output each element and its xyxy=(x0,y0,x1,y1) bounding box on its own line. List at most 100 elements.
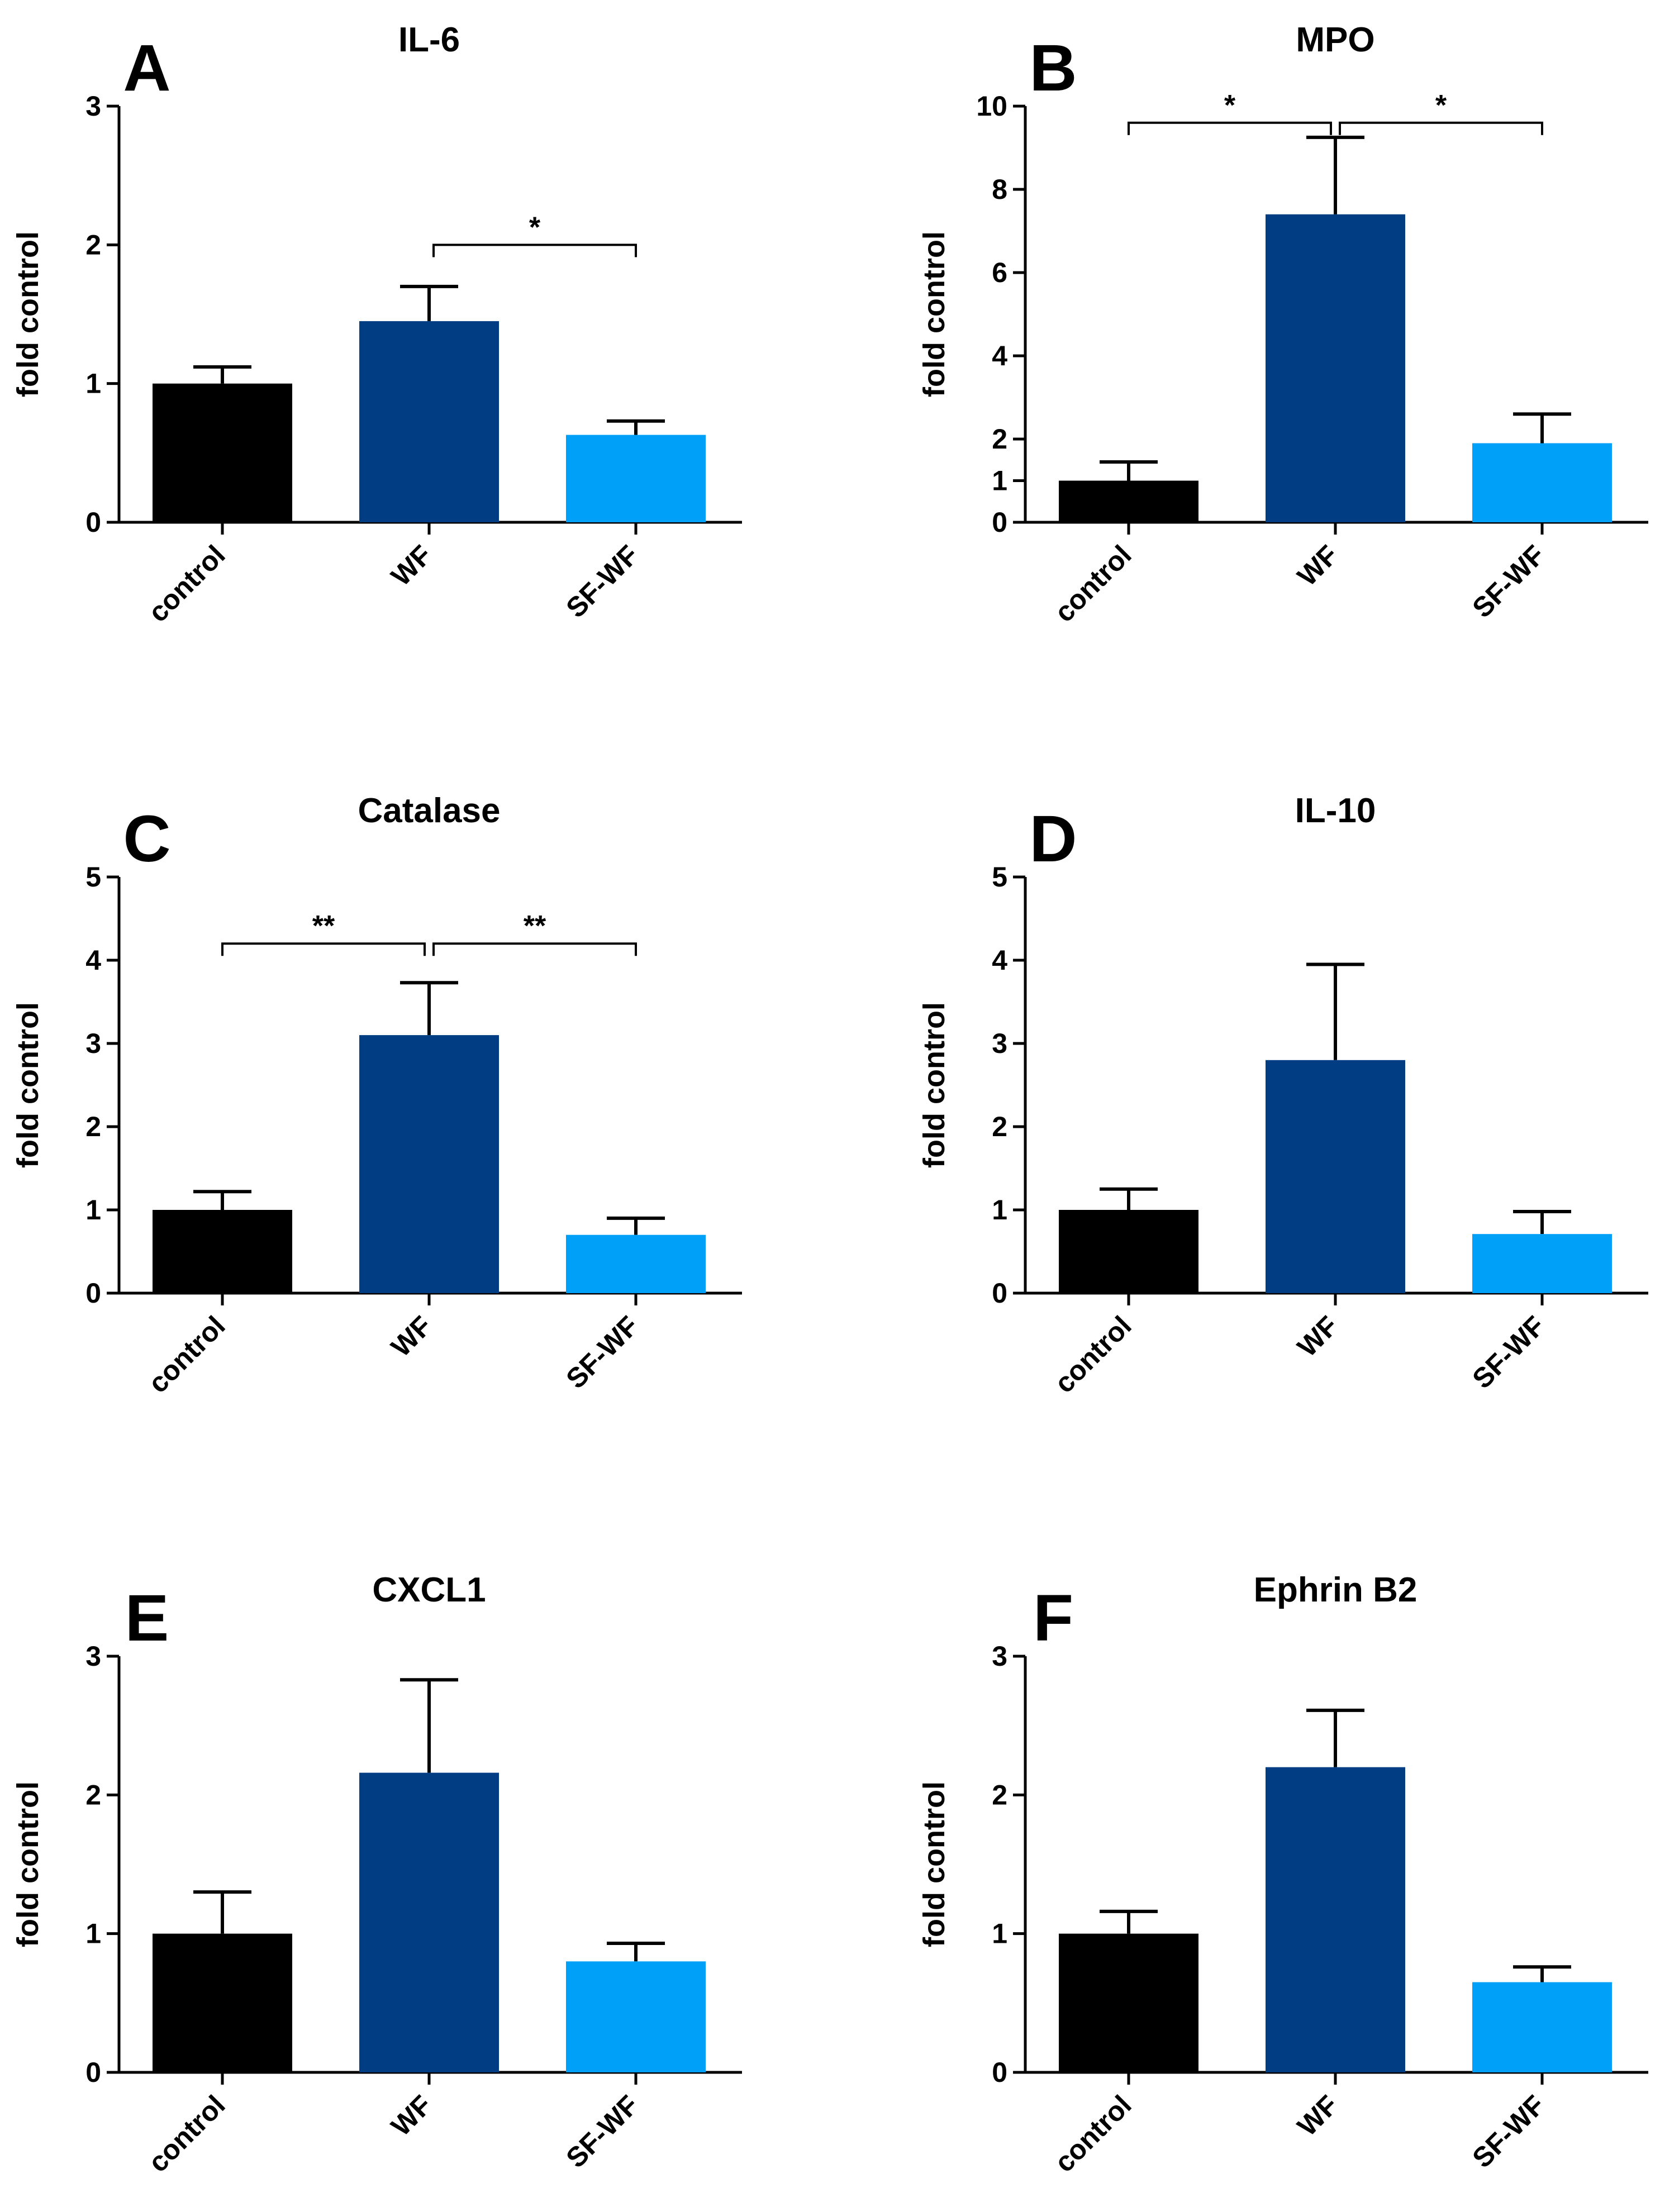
bar-wf xyxy=(359,1035,499,1293)
category-label: SF-WF xyxy=(1466,2089,1551,2174)
category-label: WF xyxy=(1291,539,1344,592)
category-label: SF-WF xyxy=(1466,539,1551,624)
category-label: SF-WF xyxy=(560,539,645,624)
bar-control xyxy=(1059,480,1198,522)
significance-label: * xyxy=(1224,89,1236,122)
significance-label: ** xyxy=(524,910,546,942)
panel-c: C Catalase 0 1 2 3 4 5 fold control control WF SF-W… xyxy=(11,792,742,1399)
panel-letter: E xyxy=(125,1581,169,1655)
y-tick-label: 1 xyxy=(85,1194,101,1226)
category-label: SF-WF xyxy=(560,2089,645,2174)
bar-sf-wf xyxy=(1472,1982,1612,2072)
bar-wf xyxy=(359,321,499,522)
y-tick-label: 8 xyxy=(992,174,1007,205)
y-tick-label: 1 xyxy=(85,1918,101,1949)
y-axis-label: fold control xyxy=(11,231,45,397)
y-tick-label: 5 xyxy=(992,861,1007,893)
significance-label: * xyxy=(1435,89,1447,122)
y-tick-label: 5 xyxy=(85,861,101,893)
bar-sf-wf xyxy=(1472,443,1612,522)
y-tick-label: 2 xyxy=(992,1779,1007,1810)
bar-wf xyxy=(1266,1767,1405,2072)
y-tick-label: 0 xyxy=(85,1277,101,1309)
category-label: control xyxy=(1048,2089,1137,2178)
panel-e: E CXCL1 0 1 2 3 fold control control WF SF-WF xyxy=(11,1571,742,2178)
y-tick-label: 0 xyxy=(992,2057,1007,2088)
y-tick-label: 1 xyxy=(992,465,1007,497)
significance-bracket xyxy=(1339,121,1543,135)
y-tick-label: 4 xyxy=(992,340,1007,371)
bar-sf-wf xyxy=(566,1961,706,2072)
panel-a: A IL-6 0 1 2 3 fold control control WF SF-WF * xyxy=(11,21,742,628)
category-label: WF xyxy=(1291,2089,1344,2142)
bar-wf xyxy=(359,1772,499,2072)
y-tick-label: 2 xyxy=(85,229,101,260)
panel-letter: B xyxy=(1029,31,1077,105)
y-tick-label: 0 xyxy=(85,507,101,538)
bar-sf-wf xyxy=(1472,1234,1612,1293)
y-tick-label: 3 xyxy=(992,1028,1007,1059)
bar-sf-wf xyxy=(566,435,706,522)
y-tick-label: 6 xyxy=(992,257,1007,288)
panel-f: F Ephrin B2 0 1 2 3 fold control control WF SF-WF xyxy=(917,1571,1648,2178)
panel-letter: D xyxy=(1029,802,1077,876)
significance-label: * xyxy=(529,211,541,244)
y-tick-label: 2 xyxy=(992,423,1007,455)
y-tick-label: 3 xyxy=(85,1641,101,1672)
y-tick-label: 3 xyxy=(992,1641,1007,1672)
bar-sf-wf xyxy=(566,1234,706,1293)
significance-bracket xyxy=(1128,121,1332,135)
bar-control xyxy=(1059,1210,1198,1293)
y-tick-label: 1 xyxy=(992,1194,1007,1226)
y-axis-label: fold control xyxy=(917,1781,951,1947)
y-tick-label: 3 xyxy=(85,1028,101,1059)
category-label: control xyxy=(142,2089,231,2178)
y-tick-label: 4 xyxy=(992,945,1007,976)
category-label: control xyxy=(1048,539,1137,628)
bar-control xyxy=(153,1933,292,2072)
category-label: SF-WF xyxy=(1466,1310,1551,1395)
panel-letter: A xyxy=(123,31,170,105)
significance-label: ** xyxy=(312,910,335,942)
panel-title: Catalase xyxy=(358,792,500,830)
y-tick-label: 2 xyxy=(992,1111,1007,1142)
bar-wf xyxy=(1266,1060,1405,1293)
y-tick-label: 0 xyxy=(85,2057,101,2088)
bar-control xyxy=(153,1210,292,1293)
y-tick-label: 4 xyxy=(85,945,101,976)
panel-d: D IL-10 0 1 2 3 4 5 fold control control WF SF-WF xyxy=(917,792,1648,1399)
significance-bracket xyxy=(432,942,637,956)
y-tick-label: 2 xyxy=(85,1779,101,1810)
bar-wf xyxy=(1266,214,1405,522)
significance-bracket xyxy=(432,244,637,258)
category-label: SF-WF xyxy=(560,1310,645,1395)
y-tick-label: 0 xyxy=(992,507,1007,538)
panel-b: B MPO 0 1 2 4 6 8 10 fold control control WF SF-WF * * xyxy=(917,21,1648,628)
y-tick-label: 0 xyxy=(992,1277,1007,1309)
y-axis-label: fold control xyxy=(11,1002,45,1168)
category-label: WF xyxy=(385,539,438,592)
panel-title: Ephrin B2 xyxy=(1254,1571,1418,1609)
y-tick-label: 1 xyxy=(992,1918,1007,1949)
category-label: WF xyxy=(385,1310,438,1363)
y-tick-label: 1 xyxy=(85,368,101,399)
y-tick-label: 2 xyxy=(85,1111,101,1142)
panel-title: MPO xyxy=(1296,21,1374,59)
significance-bracket xyxy=(221,942,426,956)
panel-letter: F xyxy=(1033,1581,1073,1655)
category-label: WF xyxy=(385,2089,438,2142)
y-tick-label: 3 xyxy=(85,90,101,122)
y-axis-label: fold control xyxy=(917,231,951,397)
category-label: WF xyxy=(1291,1310,1344,1363)
panel-title: IL-6 xyxy=(398,21,460,59)
category-label: control xyxy=(142,1310,231,1399)
y-axis-label: fold control xyxy=(917,1002,951,1168)
panel-title: CXCL1 xyxy=(372,1571,486,1609)
bar-control xyxy=(153,383,292,522)
y-tick-label: 10 xyxy=(976,90,1007,122)
panel-title: IL-10 xyxy=(1295,792,1376,830)
y-axis-label: fold control xyxy=(11,1781,45,1947)
category-label: control xyxy=(142,539,231,628)
